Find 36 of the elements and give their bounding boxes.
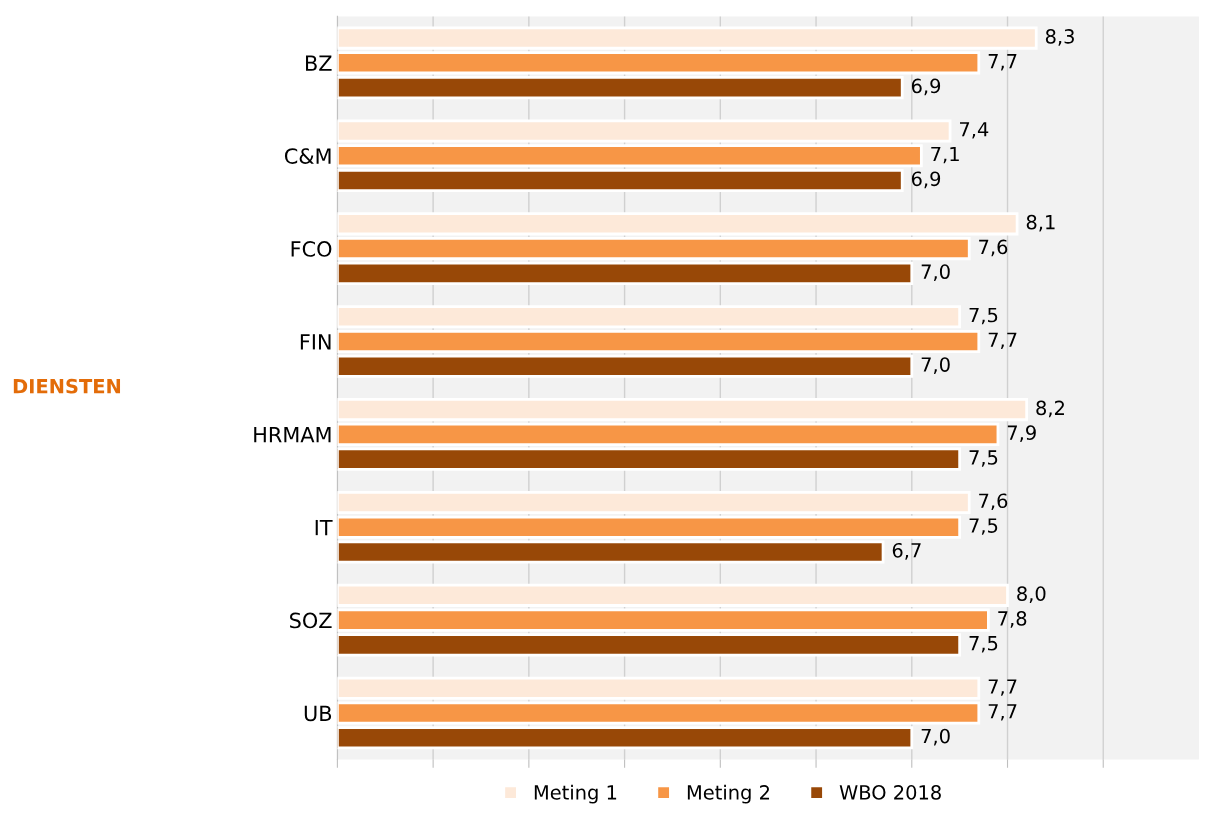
data-label: 7,0 xyxy=(921,728,950,746)
y-tick-label: SOZ xyxy=(290,612,332,629)
data-label: 7,7 xyxy=(988,704,1017,721)
data-label: 7,5 xyxy=(969,518,998,535)
data-label: 7,8 xyxy=(998,611,1027,628)
data-label: 7,7 xyxy=(988,332,1017,350)
data-label: 8,2 xyxy=(1036,400,1064,418)
data-label: 8,0 xyxy=(1017,586,1046,603)
y-tick-label: C&M xyxy=(284,148,331,164)
y-tick-label: FIN xyxy=(300,334,331,350)
y-tick-label: HRMAM xyxy=(254,427,331,443)
data-label: 7,5 xyxy=(969,636,998,653)
data-label: 7,0 xyxy=(921,357,950,374)
data-label: 6,7 xyxy=(892,542,921,560)
y-tick-label: IT xyxy=(315,519,333,536)
data-label: 7,5 xyxy=(969,307,998,325)
text: DIENSTEN xyxy=(13,378,121,394)
data-label: 7,7 xyxy=(988,54,1017,71)
y-tick-label: BZ xyxy=(306,55,332,71)
data-label: 6,9 xyxy=(911,171,941,189)
data-label: 7,6 xyxy=(979,493,1008,511)
legend-label: WBO 2018 xyxy=(839,785,941,800)
data-label: 7,1 xyxy=(931,146,959,164)
data-label: 6,9 xyxy=(911,78,941,96)
data-label: 7,6 xyxy=(979,239,1008,257)
legend-label: Meting 2 xyxy=(687,784,770,804)
y-tick-label: FCO xyxy=(291,241,332,257)
data-label: 8,3 xyxy=(1045,29,1074,46)
data-label: 7,7 xyxy=(988,679,1017,696)
data-label: 7,9 xyxy=(1007,425,1036,442)
legend-label: Meting 1 xyxy=(534,784,617,804)
data-label: 8,1 xyxy=(1026,214,1055,232)
data-label: 7,5 xyxy=(969,450,998,467)
y-tick-label: UB xyxy=(304,705,332,722)
data-label: 7,0 xyxy=(921,264,950,281)
data-label: 7,4 xyxy=(960,122,989,139)
